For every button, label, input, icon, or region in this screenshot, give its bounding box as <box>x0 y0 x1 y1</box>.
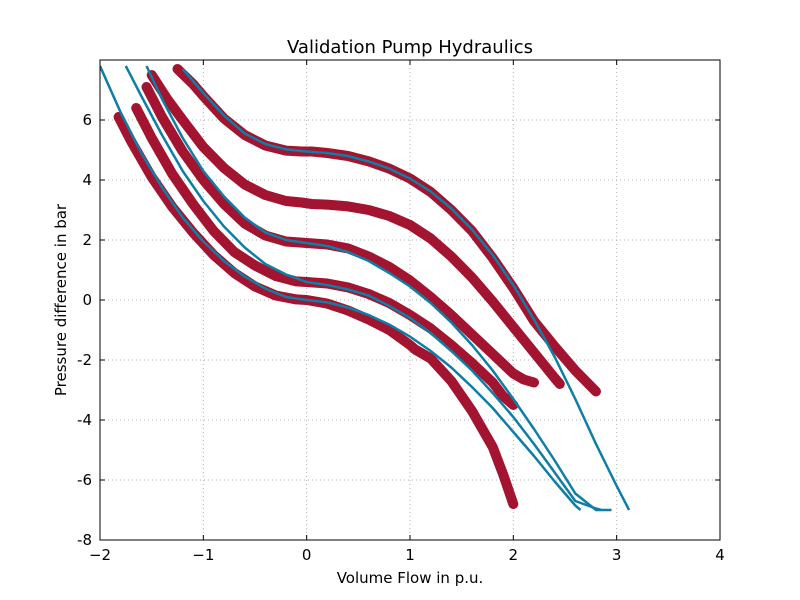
x-tick-label: 4 <box>715 546 725 564</box>
x-tick-label: 0 <box>302 546 312 564</box>
y-tick-label: -6 <box>77 471 92 489</box>
x-tick-label: 2 <box>509 546 519 564</box>
x-axis-label: Volume Flow in p.u. <box>337 569 484 587</box>
measured-series-4 <box>146 70 565 389</box>
y-axis-label: Pressure difference in bar <box>52 203 70 396</box>
y-tick-label: -2 <box>77 351 92 369</box>
y-tick-label: -8 <box>77 531 92 549</box>
measured-series-3 <box>141 82 539 388</box>
x-tick-labels: −2 −1 0 1 2 3 4 <box>89 546 725 564</box>
chart-title: Validation Pump Hydraulics <box>287 37 533 58</box>
measured-series-5 <box>172 64 601 397</box>
y-tick-label: 6 <box>82 111 92 129</box>
x-tick-label: −1 <box>192 546 214 564</box>
model-curve-3 <box>145 65 612 512</box>
x-tick-label: 3 <box>612 546 622 564</box>
x-tick-label: 1 <box>405 546 415 564</box>
model-curve-4 <box>181 68 631 511</box>
ticks <box>99 60 721 541</box>
y-tick-labels: -8 -6 -4 -2 0 2 4 6 <box>77 111 92 549</box>
model-curves <box>100 65 631 512</box>
x-tick-label: −2 <box>89 546 111 564</box>
y-tick-label: 2 <box>82 231 92 249</box>
model-curve-2 <box>124 65 602 512</box>
y-tick-label: 0 <box>82 291 92 309</box>
grid <box>99 60 721 541</box>
y-tick-label: -4 <box>77 411 92 429</box>
y-tick-label: 4 <box>82 171 92 189</box>
measured-series-2 <box>131 103 519 410</box>
measured-series <box>113 64 601 509</box>
model-curve-1 <box>100 65 582 511</box>
